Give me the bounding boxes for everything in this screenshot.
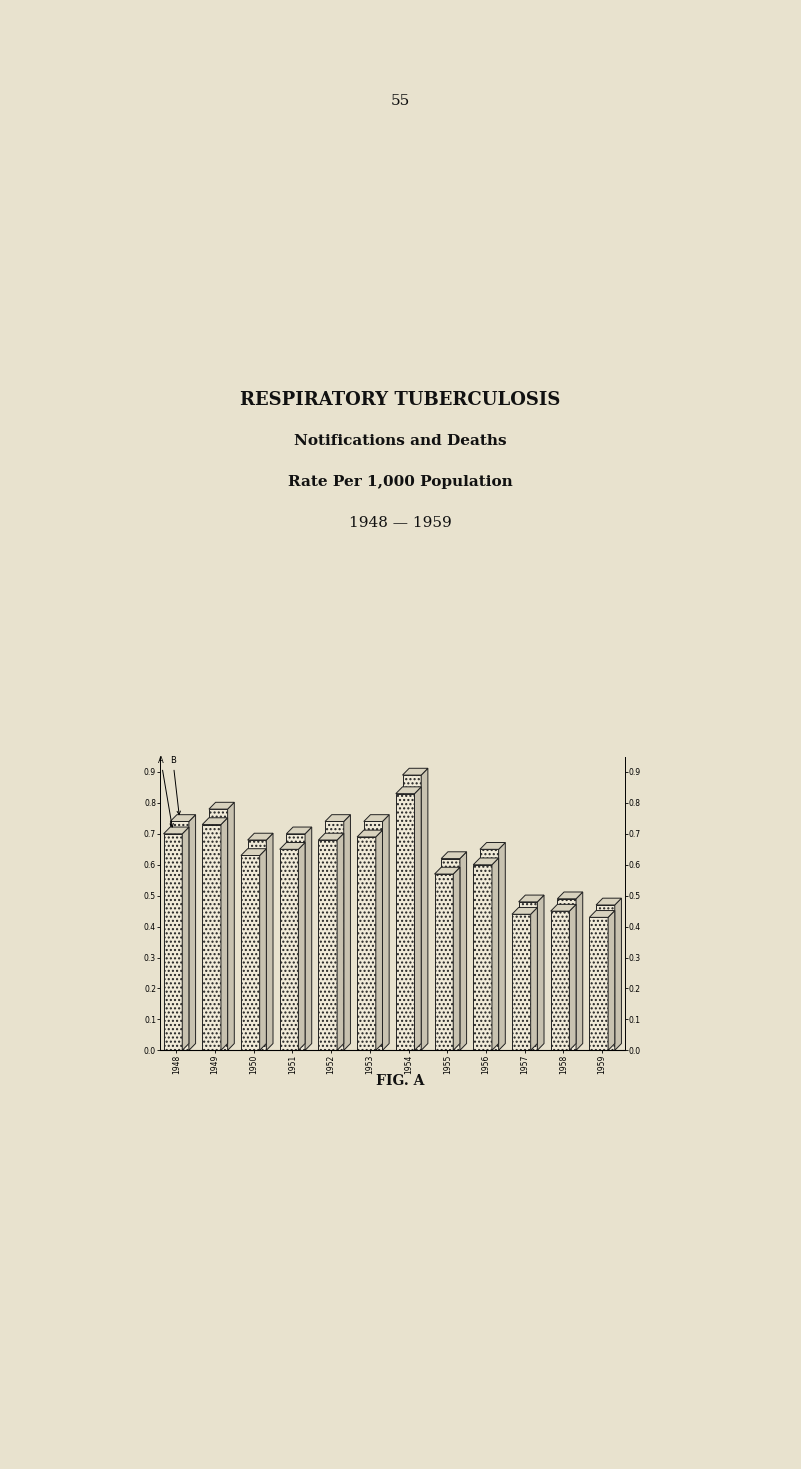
Polygon shape [498, 843, 505, 1050]
Bar [519, 902, 537, 1050]
Polygon shape [434, 867, 460, 874]
Polygon shape [512, 908, 537, 914]
Polygon shape [305, 827, 312, 1050]
Polygon shape [260, 849, 267, 1050]
Polygon shape [480, 843, 505, 849]
Polygon shape [537, 895, 544, 1050]
Bar [325, 821, 344, 1050]
Text: 1948 — 1959: 1948 — 1959 [349, 516, 452, 530]
Polygon shape [325, 815, 351, 821]
Bar [473, 865, 492, 1050]
Polygon shape [519, 895, 544, 902]
Text: Notifications and Deaths: Notifications and Deaths [294, 433, 507, 448]
Bar [163, 834, 183, 1050]
Bar [171, 821, 189, 1050]
Bar [551, 911, 570, 1050]
Polygon shape [531, 908, 537, 1050]
Text: 55: 55 [391, 94, 410, 109]
Polygon shape [280, 843, 305, 849]
Bar [203, 824, 221, 1050]
Polygon shape [383, 815, 389, 1050]
Polygon shape [183, 827, 189, 1050]
Bar [396, 793, 415, 1050]
Bar [364, 821, 383, 1050]
Polygon shape [608, 911, 615, 1050]
Bar [434, 874, 453, 1050]
Polygon shape [396, 787, 421, 793]
Polygon shape [460, 852, 466, 1050]
Polygon shape [227, 802, 235, 1050]
Bar [241, 855, 260, 1050]
Polygon shape [576, 892, 582, 1050]
Polygon shape [357, 830, 383, 837]
Polygon shape [209, 802, 235, 809]
Polygon shape [203, 818, 227, 824]
Text: Rate Per 1,000 Population: Rate Per 1,000 Population [288, 474, 513, 489]
Text: RESPIRATORY TUBERCULOSIS: RESPIRATORY TUBERCULOSIS [240, 391, 561, 408]
Polygon shape [557, 892, 582, 899]
Bar [357, 837, 376, 1050]
Polygon shape [421, 768, 428, 1050]
Polygon shape [364, 815, 389, 821]
Polygon shape [441, 852, 466, 858]
Polygon shape [337, 833, 344, 1050]
Polygon shape [403, 768, 428, 776]
Polygon shape [189, 815, 195, 1050]
Polygon shape [615, 898, 622, 1050]
Bar [512, 914, 531, 1050]
Polygon shape [492, 858, 498, 1050]
Polygon shape [473, 858, 498, 865]
Polygon shape [248, 833, 273, 840]
Bar [319, 840, 337, 1050]
Bar [590, 917, 608, 1050]
Bar [441, 858, 460, 1050]
Polygon shape [319, 833, 344, 840]
Bar [403, 776, 421, 1050]
Polygon shape [241, 849, 267, 855]
Bar [280, 849, 298, 1050]
Polygon shape [287, 827, 312, 834]
Bar [596, 905, 615, 1050]
Bar [557, 899, 576, 1050]
Polygon shape [376, 830, 383, 1050]
Polygon shape [551, 905, 576, 911]
Polygon shape [596, 898, 622, 905]
Bar [287, 834, 305, 1050]
Polygon shape [221, 818, 227, 1050]
Polygon shape [344, 815, 351, 1050]
Polygon shape [453, 867, 460, 1050]
Polygon shape [171, 815, 195, 821]
Bar [209, 809, 227, 1050]
Bar [248, 840, 267, 1050]
Polygon shape [163, 827, 189, 834]
Polygon shape [415, 787, 421, 1050]
Polygon shape [590, 911, 615, 917]
Text: B: B [170, 755, 180, 814]
Polygon shape [299, 843, 305, 1050]
Bar [480, 849, 498, 1050]
Text: A: A [158, 755, 173, 827]
Polygon shape [267, 833, 273, 1050]
Polygon shape [570, 905, 576, 1050]
Text: FIG. A: FIG. A [376, 1074, 425, 1089]
